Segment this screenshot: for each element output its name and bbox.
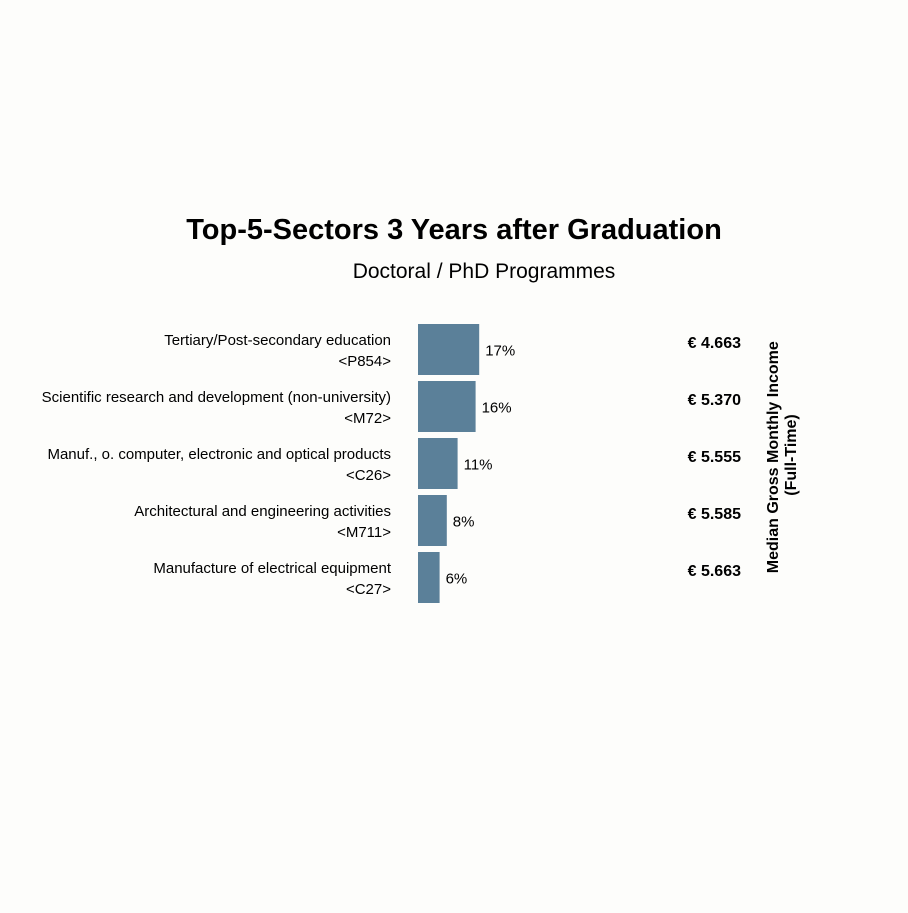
bar [418,324,480,375]
bar [418,495,447,546]
bar [418,381,476,432]
category-code: <P854> [338,353,391,370]
category-label: Scientific research and development (non… [42,389,391,406]
income-label: € 5.663 [688,563,741,580]
bar-value-label: 11% [464,457,493,474]
bars-group: 17% Tertiary/Post-secondary education <P85… [42,324,741,603]
bar-value-label: 16% [482,400,512,417]
income-label: € 5.585 [688,506,741,523]
category-label: Tertiary/Post-secondary education [164,332,391,349]
category-label: Manuf., o. computer, electronic and opti… [47,446,391,463]
income-label: € 5.555 [688,449,741,466]
bar [418,552,440,603]
chart-title: Top-5-Sectors 3 Years after Graduation [186,214,722,246]
category-label: Manufacture of electrical equipment [153,560,391,577]
category-code: <M711> [337,524,391,541]
category-code: <M72> [344,410,391,427]
category-label: Architectural and engineering activities [134,503,391,520]
category-code: <C27> [346,581,391,598]
income-axis-label-line1: Median Gross Monthly Income [765,341,782,573]
bar [418,438,458,489]
income-axis-label-line2: (Full-Time) [783,414,800,495]
bar-value-label: 6% [446,571,468,588]
bar-value-label: 17% [485,343,515,360]
income-label: € 4.663 [688,335,741,352]
bar-value-label: 8% [453,514,475,531]
chart-subtitle: Doctoral / PhD Programmes [353,260,616,283]
income-axis-label: Median Gross Monthly Income (Full-Time) [765,337,800,573]
income-label: € 5.370 [688,392,741,409]
category-code: <C26> [346,467,391,484]
